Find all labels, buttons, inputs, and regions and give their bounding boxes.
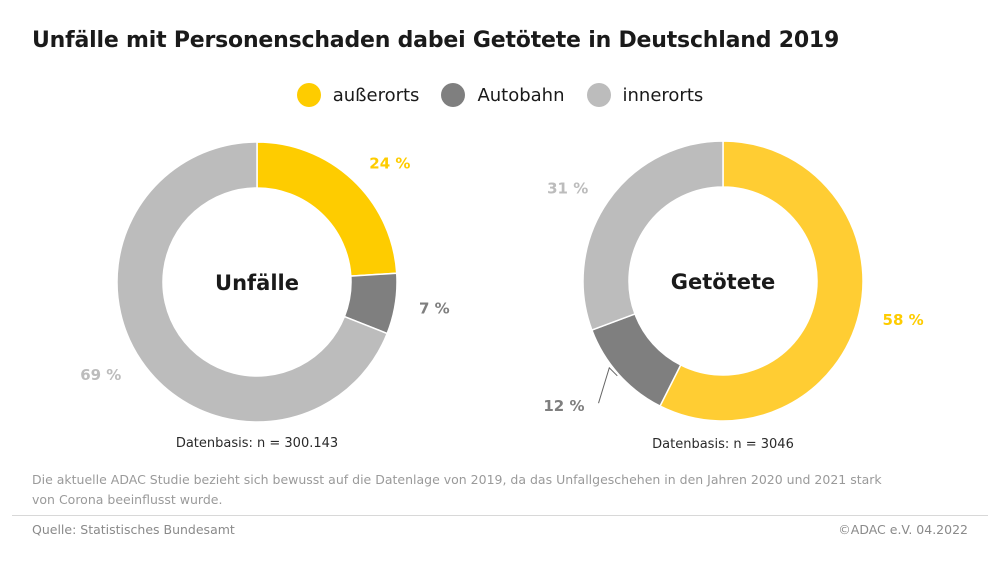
center-label-chart-2: Getötete [671, 270, 776, 294]
datenbasis-unfaelle: Datenbasis: n = 300.143 [175, 436, 339, 451]
slice-ausserorts-chart-2 [659, 140, 864, 422]
value-label-ausserorts-chart-2: 58 % [883, 311, 924, 329]
legend-swatch-autobahn [441, 83, 466, 107]
slice-autobahn-chart-2 [590, 312, 682, 408]
datenbasis-getoetete: Datenbasis: n = 3046 [652, 437, 794, 452]
legend-item-ausserorts: außerorts [296, 83, 420, 107]
legend: außerorts Autobahn innerorts [0, 82, 1000, 108]
value-label-innerorts-chart-1: 69 % [80, 366, 121, 384]
center-label-chart-1: Unfälle [215, 271, 299, 295]
value-label-ausserorts-chart-1: 24 % [369, 154, 410, 172]
value-label-autobahn-chart-2: 12 % [543, 397, 584, 415]
legend-label-autobahn: Autobahn [477, 84, 565, 106]
copyright-text: ©ADAC e.V. 04.2022 [838, 522, 968, 537]
legend-swatch-innerorts [586, 83, 611, 107]
legend-label-innerorts: innerorts [622, 84, 704, 106]
legend-label-ausserorts: außerorts [332, 84, 420, 106]
slice-innerorts-chart-2 [582, 140, 724, 331]
legend-swatch-ausserorts [296, 83, 321, 107]
leader-line-autobahn-chart-2 [598, 366, 618, 404]
slice-innerorts-chart-1 [116, 141, 389, 423]
source-text: Quelle: Statistisches Bundesamt [32, 522, 235, 537]
footnote: Die aktuelle ADAC Studie bezieht sich be… [32, 472, 882, 507]
legend-item-innerorts: innerorts [586, 83, 704, 107]
value-label-innerorts-chart-2: 31 % [547, 180, 588, 198]
value-label-autobahn-chart-1: 7 % [419, 300, 450, 318]
legend-item-autobahn: Autobahn [441, 83, 565, 107]
footer-divider [12, 515, 988, 516]
chart-title: Unfälle mit Personenschaden dabei Getöte… [32, 28, 840, 53]
